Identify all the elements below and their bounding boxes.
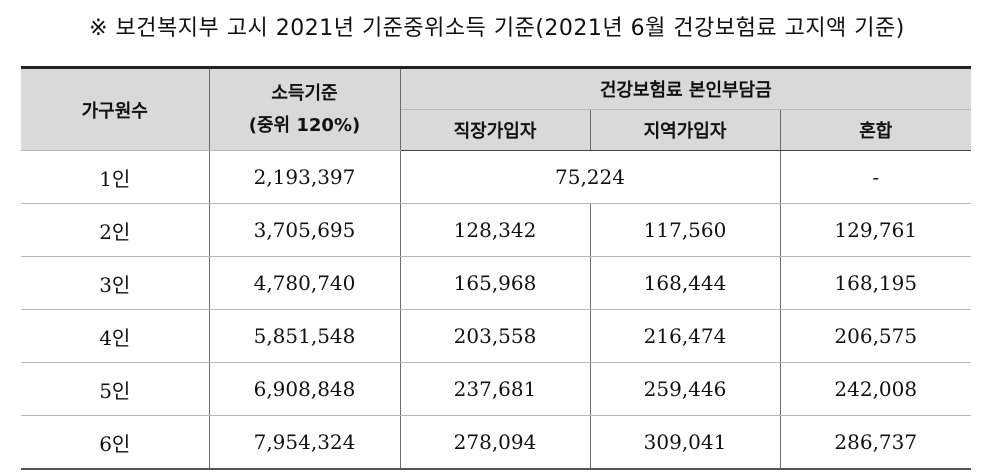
cell-employee: 203,558 xyxy=(399,309,591,363)
cell-household: 2인 xyxy=(21,203,210,257)
header-regional: 지역가입자 xyxy=(589,109,781,151)
cell-income: 3,705,695 xyxy=(208,203,401,257)
header-income-line2: (중위 120%) xyxy=(248,114,361,136)
cell-household: 1인 xyxy=(21,150,210,204)
header-income-line1: 소득기준 xyxy=(271,82,338,104)
cell-regional: 309,041 xyxy=(589,415,781,470)
header-mixed: 혼합 xyxy=(779,109,972,151)
cell-income: 6,908,848 xyxy=(208,362,401,416)
header-premium-group: 건강보험료 본인부담금 xyxy=(399,66,972,110)
cell-income: 5,851,548 xyxy=(208,309,401,363)
cell-income: 4,780,740 xyxy=(208,256,401,310)
cell-premium-merged: 75,224 xyxy=(399,150,781,204)
cell-employee: 237,681 xyxy=(399,362,591,416)
cell-household: 3인 xyxy=(21,256,210,310)
header-income: 소득기준 (중위 120%) xyxy=(208,66,401,151)
cell-household: 5인 xyxy=(21,362,210,416)
cell-mixed: - xyxy=(779,150,972,204)
cell-employee: 278,094 xyxy=(399,415,591,470)
cell-mixed: 168,195 xyxy=(779,256,972,310)
table-row: 1인 2,193,397 75,224 - xyxy=(21,150,972,204)
page-title: ※ 보건복지부 고시 2021년 기준중위소득 기준(2021년 6월 건강보험… xyxy=(89,16,905,41)
cell-household: 6인 xyxy=(21,415,210,470)
cell-employee: 128,342 xyxy=(399,203,591,257)
cell-employee: 165,968 xyxy=(399,256,591,310)
cell-mixed: 286,737 xyxy=(779,415,972,470)
table-row: 5인 6,908,848 237,681 259,446 242,008 xyxy=(21,362,972,416)
cell-regional: 168,444 xyxy=(589,256,781,310)
table-row: 6인 7,954,324 278,094 309,041 286,737 xyxy=(21,415,972,470)
cell-household: 4인 xyxy=(21,309,210,363)
table-row: 4인 5,851,548 203,558 216,474 206,575 xyxy=(21,309,972,363)
cell-income: 7,954,324 xyxy=(208,415,401,470)
table-row: 3인 4,780,740 165,968 168,444 168,195 xyxy=(21,256,972,310)
cell-income: 2,193,397 xyxy=(208,150,401,204)
header-household: 가구원수 xyxy=(21,66,210,151)
header-employee: 직장가입자 xyxy=(400,109,591,151)
table-row: 2인 3,705,695 128,342 117,560 129,761 xyxy=(21,203,972,257)
cell-mixed: 242,008 xyxy=(779,362,972,416)
cell-mixed: 129,761 xyxy=(779,203,972,257)
income-premium-table: 가구원수 소득기준 (중위 120%) 건강보험료 본인부담금 직장가입자 지역… xyxy=(21,66,972,470)
cell-regional: 117,560 xyxy=(589,203,781,257)
cell-mixed: 206,575 xyxy=(779,309,972,363)
cell-regional: 216,474 xyxy=(589,309,781,363)
cell-regional: 259,446 xyxy=(589,362,781,416)
